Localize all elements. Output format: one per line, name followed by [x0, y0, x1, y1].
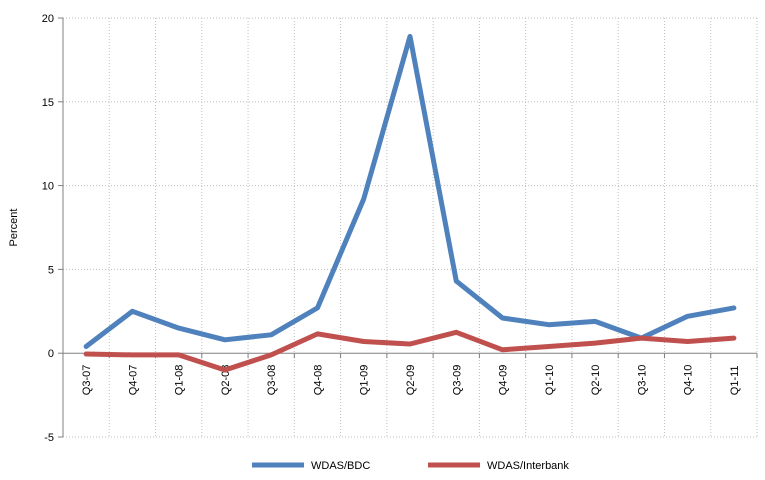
y-tick-label: 0: [48, 348, 54, 360]
y-tick-label: 20: [42, 13, 54, 25]
x-tick-label: Q3-07: [81, 365, 93, 396]
legend-label: WDAS/Interbank: [487, 460, 569, 472]
series-line-1: [83, 33, 737, 349]
x-tick-label: Q4-07: [127, 365, 139, 396]
x-tick-label: Q3-10: [636, 365, 648, 396]
legend-item: WDAS/Interbank: [428, 460, 569, 472]
x-tick-label: Q4-10: [683, 365, 695, 396]
x-tick-label: Q1-11: [729, 365, 741, 395]
x-tick-label: Q4-09: [498, 365, 510, 396]
x-tick-label: Q1-08: [174, 365, 186, 396]
legend-item: WDAS/BDC: [252, 460, 370, 472]
series-line-2: [83, 329, 737, 373]
y-axis-title: Percent: [8, 209, 20, 247]
y-tick-label: 15: [42, 97, 54, 109]
x-tick-label: Q4-08: [312, 365, 324, 396]
x-tick-label: Q2-08: [220, 365, 232, 396]
x-tick-label: Q3-08: [266, 365, 278, 396]
x-tick-label: Q1-09: [359, 365, 371, 396]
legend-label: WDAS/BDC: [311, 460, 370, 472]
x-tick-label: Q2-09: [405, 365, 417, 396]
x-tick-label: Q2-10: [590, 365, 602, 396]
y-tick-label: 5: [48, 264, 54, 276]
y-tick-label: -5: [44, 432, 54, 444]
x-tick-label: Q3-09: [451, 365, 463, 396]
x-tick-label: Q1-10: [544, 365, 556, 396]
y-tick-label: 10: [42, 181, 54, 193]
